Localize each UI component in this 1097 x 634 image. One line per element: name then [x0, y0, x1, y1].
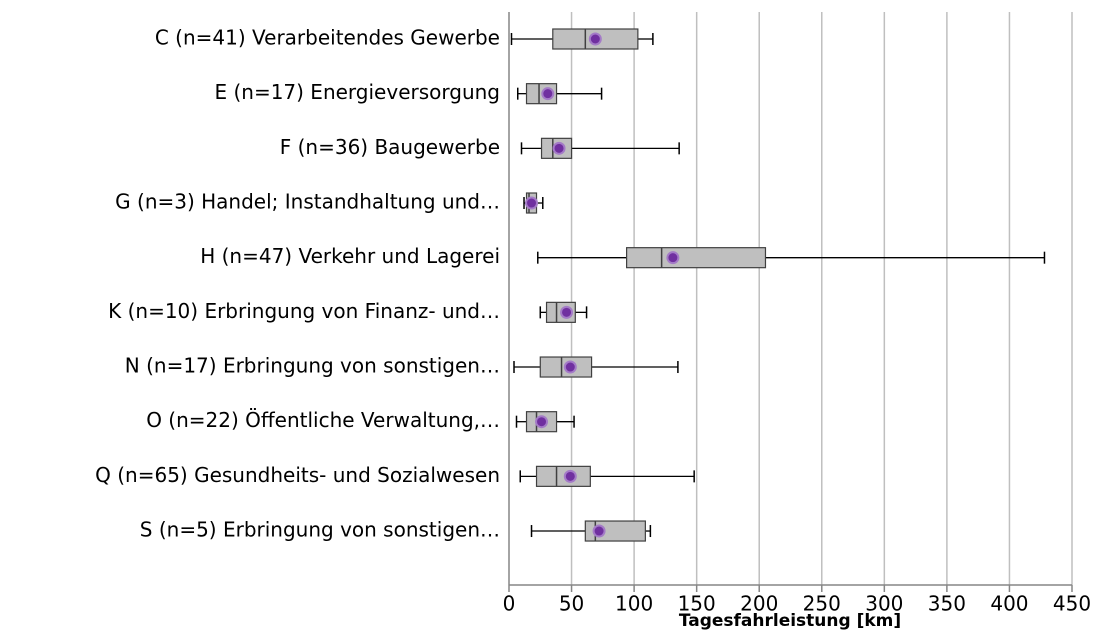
x-tick-label: 150 — [678, 592, 716, 616]
x-axis-title: Tagesfahrleistung [km] — [679, 611, 901, 631]
mean — [560, 305, 574, 319]
category-label: N (n=17) Erbringung von sonstigen… — [125, 354, 500, 378]
mean — [563, 469, 577, 483]
category-label: G (n=3) Handel; Instandhaltung und… — [115, 190, 500, 214]
mean — [592, 524, 606, 538]
mean — [563, 360, 577, 374]
mean — [666, 251, 680, 265]
x-tick-label: 350 — [928, 592, 966, 616]
mean — [552, 141, 566, 155]
x-tick-label: 450 — [1053, 592, 1091, 616]
box — [535, 465, 591, 487]
x-tick-label: 0 — [503, 592, 516, 616]
mean — [525, 196, 539, 210]
category-label: F (n=36) Baugewerbe — [280, 135, 500, 159]
mean — [535, 415, 549, 429]
category-label: Q (n=65) Gesundheits- und Sozialwesen — [95, 463, 500, 487]
category-label: C (n=41) Verarbeitendes Gewerbe — [155, 26, 500, 50]
category-label: H (n=47) Verkehr und Lagerei — [200, 244, 500, 268]
x-tick-label: 100 — [615, 592, 653, 616]
x-tick-label: 250 — [803, 592, 841, 616]
category-label: E (n=17) Energieversorgung — [214, 80, 500, 104]
x-tick-label: 400 — [990, 592, 1028, 616]
x-tick-label: 300 — [865, 592, 903, 616]
mean — [588, 32, 602, 46]
category-label: K (n=10) Erbringung von Finanz- und… — [108, 299, 500, 323]
category-label: S (n=5) Erbringung von sonstigen… — [140, 518, 500, 542]
x-tick-label: 200 — [740, 592, 778, 616]
category-label: O (n=22) Öffentliche Verwaltung,… — [146, 408, 500, 432]
box — [626, 247, 767, 269]
mean — [541, 87, 555, 101]
x-tick-label: 50 — [559, 592, 584, 616]
